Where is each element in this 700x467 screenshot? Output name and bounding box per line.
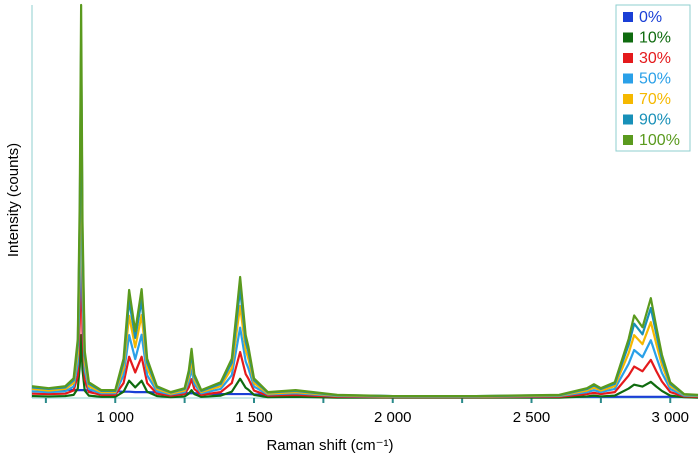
y-axis-label: Intensity (counts) xyxy=(5,143,22,257)
x-tick-label: 3 000 xyxy=(651,409,689,426)
legend-label: 10% xyxy=(639,30,671,47)
legend-swatch xyxy=(623,73,633,84)
series-line xyxy=(31,3,699,398)
series-line xyxy=(31,168,699,398)
legend-label: 30% xyxy=(639,50,671,67)
legend-swatch xyxy=(623,53,633,63)
legend-label: 70% xyxy=(639,91,671,108)
legend-label: 50% xyxy=(639,71,671,88)
x-tick-label: 2 000 xyxy=(374,409,412,426)
legend-swatch xyxy=(623,135,633,145)
legend-swatch xyxy=(623,94,633,104)
series-line xyxy=(31,247,699,399)
x-tick-label: 1 500 xyxy=(235,409,273,426)
x-tick-label: 2 500 xyxy=(513,409,551,426)
legend-label: 90% xyxy=(639,112,671,129)
legend-swatch xyxy=(623,12,633,22)
x-tick-label: 1 000 xyxy=(96,409,134,426)
legend-label: 100% xyxy=(639,132,680,149)
legend-swatch xyxy=(623,32,633,43)
series-line xyxy=(31,98,699,398)
legend-swatch xyxy=(623,114,633,125)
legend-label: 0% xyxy=(639,9,662,26)
series-line xyxy=(31,334,699,399)
x-axis-label: Raman shift (cm⁻¹) xyxy=(266,437,393,454)
